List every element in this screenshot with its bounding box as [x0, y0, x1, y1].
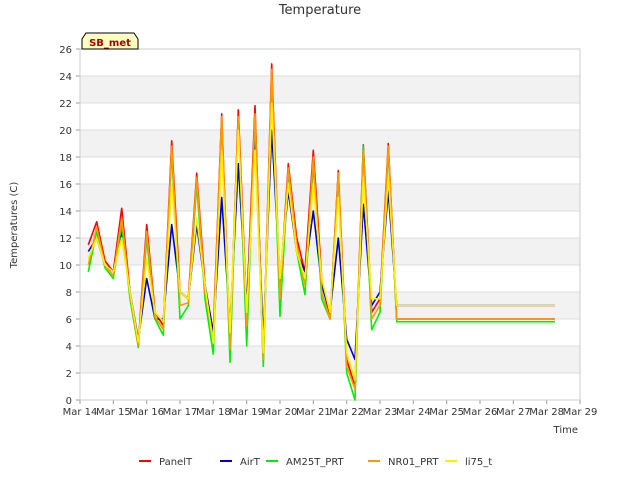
x-tick-label: Mar 25 [429, 407, 464, 418]
x-tick-label: Mar 26 [463, 407, 498, 418]
y-tick-label: 18 [59, 153, 72, 164]
grid-band [80, 184, 580, 211]
y-tick-label: 24 [59, 72, 72, 83]
x-tick-label: Mar 27 [496, 407, 531, 418]
series-line-li75_t [87, 102, 555, 381]
legend-label: AirT [240, 457, 261, 468]
y-tick-label: 14 [59, 207, 72, 218]
grid-band [80, 346, 580, 373]
y-tick-label: 16 [59, 180, 72, 191]
legend-label: AM25T_PRT [286, 457, 345, 468]
plot-frame [79, 48, 581, 401]
x-tick-label: Mar 22 [329, 407, 364, 418]
y-tick-label: 2 [66, 369, 72, 380]
x-tick-label: Mar 24 [396, 407, 431, 418]
site-label-box: SB_met [81, 32, 139, 50]
x-axis-label: Time [553, 425, 578, 436]
y-tick-label: 4 [66, 342, 72, 353]
x-tick-label: Mar 19 [229, 407, 264, 418]
gridlines [76, 48, 581, 404]
x-tick-label: Mar 28 [529, 407, 564, 418]
site-label-frame [81, 32, 139, 50]
y-tick-label: 20 [59, 126, 72, 137]
chart-title: Temperature [278, 3, 361, 18]
y-tick-label: 12 [59, 234, 72, 245]
x-tick-label: Mar 16 [129, 407, 164, 418]
series-line-PanelT [87, 63, 555, 388]
x-tick-label: Mar 15 [96, 407, 131, 418]
grid-band [80, 76, 580, 103]
grid-band [80, 130, 580, 157]
x-tick-label: Mar 14 [63, 407, 98, 418]
legend: PanelT AirT AM25T_PRT NR01_PRT li75_t [139, 457, 492, 468]
y-tick-label: 6 [66, 315, 72, 326]
background-bands [80, 76, 580, 373]
site-label: SB_met [89, 38, 131, 49]
y-tick-label: 22 [59, 99, 72, 110]
series-line-NR01_PRT [87, 68, 555, 391]
legend-label: li75_t [465, 457, 492, 468]
legend-label: PanelT [159, 457, 193, 468]
y-tick-label: 10 [59, 261, 72, 272]
x-tick-label: Mar 29 [563, 407, 598, 418]
legend-label: NR01_PRT [388, 457, 439, 468]
y-tick-label: 0 [66, 396, 72, 407]
x-tick-label: Mar 17 [163, 407, 198, 418]
y-tick-label: 8 [66, 288, 72, 299]
grid-band [80, 238, 580, 265]
series-lines [87, 63, 555, 401]
x-tick-label: Mar 18 [196, 407, 231, 418]
y-axis-label: Temperatures (C) [9, 182, 20, 270]
y-tick-label: 26 [59, 45, 72, 56]
x-tick-label: Mar 21 [296, 407, 331, 418]
x-tick-label: Mar 20 [263, 407, 298, 418]
x-tick-label: Mar 23 [363, 407, 398, 418]
